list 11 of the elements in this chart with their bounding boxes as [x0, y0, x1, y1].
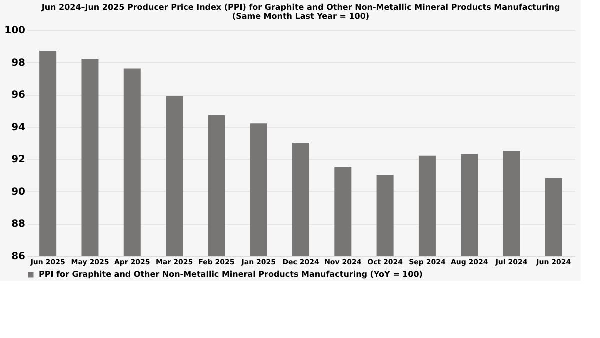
y-tick-label: 96: [12, 90, 26, 102]
chart-subtitle: (Same Month Last Year = 100): [232, 12, 370, 21]
y-tick-label: 92: [12, 154, 26, 166]
y-tick-label: 88: [12, 219, 26, 230]
legend-label: PPI for Graphite and Other Non-Metallic Mineral Products Manufacturing (YoY = 100): [39, 270, 423, 279]
y-tick-label: 98: [12, 58, 26, 69]
y-tick-label: 90: [12, 186, 26, 198]
y-tick-label: 86: [12, 252, 26, 262]
y-tick-label: 94: [12, 122, 26, 134]
y-tick-label: 100: [4, 26, 26, 36]
chart-title: Jun 2024–Jun 2025 Producer Price Index (PPI) for Graphite and Other Non-Metallic Mineral Products Manufacturing: [40, 3, 560, 12]
